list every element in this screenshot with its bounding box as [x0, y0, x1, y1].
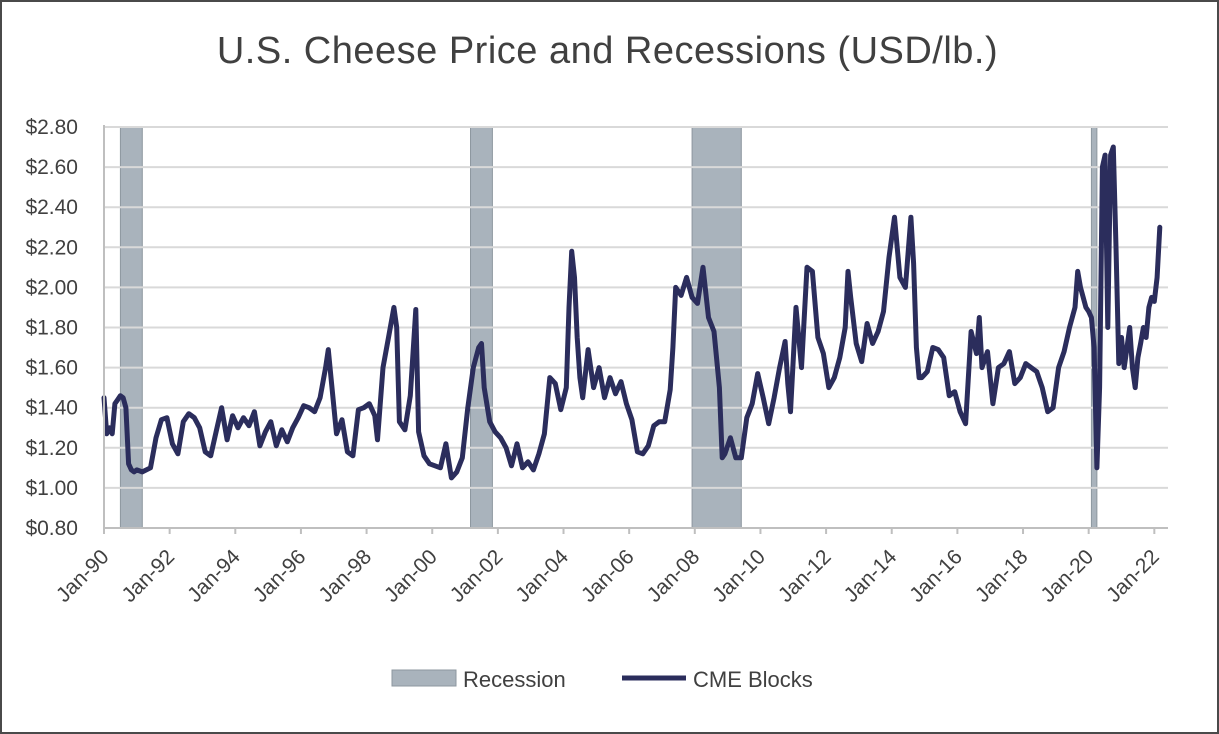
x-tick-label: Jan-92	[118, 545, 180, 607]
y-tick-label: $2.40	[25, 196, 78, 219]
legend-recession-label: Recession	[463, 667, 566, 692]
x-tick-label: Jan-08	[643, 545, 705, 607]
x-tick-label: Jan-96	[249, 545, 311, 607]
y-tick-label: $1.80	[25, 317, 78, 340]
y-tick-labels: $0.80 $1.00 $1.20 $1.40 $1.60 $1.80 $2.00 $2.20…	[25, 116, 78, 540]
x-tick-labels: Jan-90 Jan-92 Jan-94 Jan-96 Jan-98 Jan-00 Jan-…	[52, 545, 1164, 607]
x-tick-label: Jan-02	[446, 545, 508, 607]
x-tick-label: Jan-22	[1102, 545, 1164, 607]
x-tick-label: Jan-06	[577, 545, 639, 607]
x-tick-label: Jan-00	[380, 545, 442, 607]
cme-blocks-line	[101, 144, 1163, 481]
legend-cme-label: CME Blocks	[693, 667, 813, 692]
x-tick-label: Jan-10	[708, 545, 770, 607]
price-line-layer	[101, 144, 1163, 481]
gridlines	[104, 126, 1168, 529]
y-tick-label: $1.40	[25, 397, 78, 420]
y-tick-label: $2.00	[25, 276, 78, 299]
x-tick-label: Jan-20	[1037, 545, 1099, 607]
legend-recession-swatch	[391, 669, 457, 687]
x-tick-label: Jan-14	[840, 545, 902, 607]
x-tick-label: Jan-18	[971, 545, 1033, 607]
x-tick-label: Jan-94	[183, 545, 245, 607]
y-tick-label: $2.80	[25, 116, 78, 139]
y-tick-label: $2.20	[25, 236, 78, 259]
x-tick-label: Jan-04	[511, 545, 573, 607]
y-tick-label: $2.60	[25, 156, 78, 179]
chart-title: U.S. Cheese Price and Recessions (USD/lb…	[216, 30, 999, 72]
axes	[103, 125, 1168, 534]
y-tick-label: $1.00	[25, 477, 78, 500]
x-tick-label: Jan-98	[314, 545, 376, 607]
x-tick-label: Jan-16	[905, 545, 967, 607]
x-tick-label: Jan-90	[52, 545, 114, 607]
x-tick-label: Jan-12	[774, 545, 836, 607]
legend: Recession CME Blocks	[391, 667, 813, 692]
y-tick-label: $1.60	[25, 357, 78, 380]
y-tick-label: $0.80	[25, 517, 78, 540]
y-tick-label: $1.20	[25, 437, 78, 460]
